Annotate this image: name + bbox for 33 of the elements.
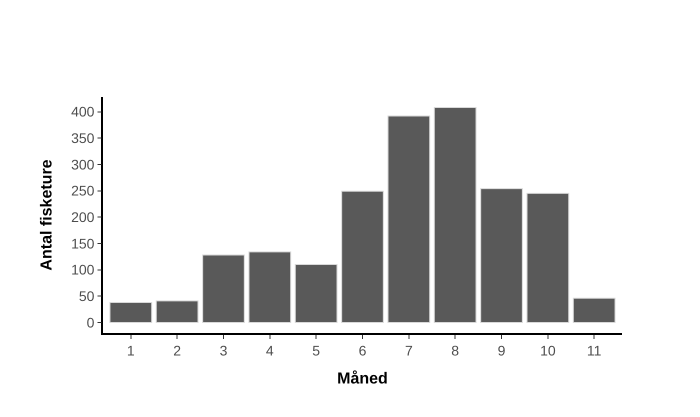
y-tick-label: 250 xyxy=(71,182,95,199)
bar xyxy=(341,190,384,323)
x-tick-label: 9 xyxy=(498,342,506,359)
y-tick-label: 150 xyxy=(71,235,95,252)
y-tick-label: 350 xyxy=(71,130,95,146)
x-axis-title: Måned xyxy=(337,370,388,388)
bar xyxy=(572,298,616,323)
x-tick-label: 7 xyxy=(404,342,413,359)
y-tick-label: 200 xyxy=(71,209,95,226)
bar xyxy=(480,188,523,323)
x-tick-label: 2 xyxy=(173,342,182,359)
y-tick-label: 300 xyxy=(71,156,95,172)
bar xyxy=(294,264,338,323)
x-tick-label: 10 xyxy=(540,342,556,359)
y-tick-label: 400 xyxy=(71,104,95,120)
bar xyxy=(202,254,245,323)
x-tick-label: 4 xyxy=(266,342,274,359)
y-tick-label: 50 xyxy=(78,288,95,304)
y-tick-label: 0 xyxy=(86,314,95,330)
bar xyxy=(156,300,198,323)
y-axis-title: Antal fisketure xyxy=(38,159,56,271)
bar xyxy=(109,302,152,323)
x-tick-label: 8 xyxy=(451,342,460,359)
x-tick-label: 3 xyxy=(220,342,228,359)
bar xyxy=(387,115,430,323)
x-tick-label: 6 xyxy=(358,342,367,359)
x-tick-label: 5 xyxy=(312,342,320,359)
y-tick-label: 100 xyxy=(71,262,95,278)
x-tick-label: 11 xyxy=(586,342,602,359)
bar xyxy=(434,107,477,323)
bar xyxy=(248,251,292,323)
bar xyxy=(526,192,570,323)
x-tick-label: 1 xyxy=(126,342,135,359)
